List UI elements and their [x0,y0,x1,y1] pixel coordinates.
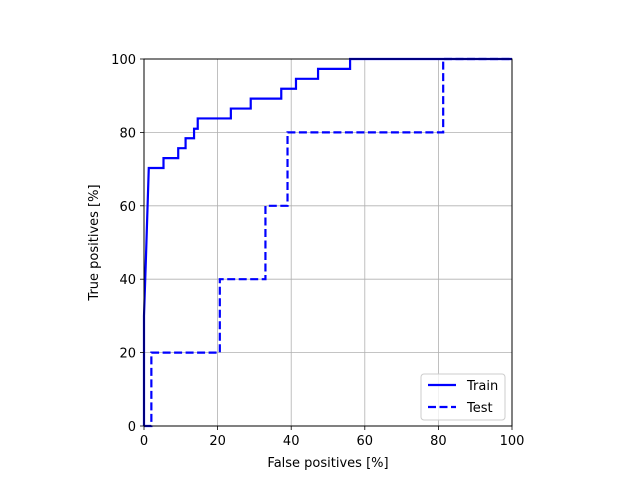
x-tick-label: 40 [283,434,300,449]
x-tick-label: 0 [140,434,148,449]
y-tick-label: 100 [111,53,136,68]
x-tick-label: 100 [500,434,525,449]
axis-ticks: 0 20 40 60 80 100 0 20 40 60 80 100 [111,53,524,449]
series-line-train [142,57,512,426]
y-tick-label: 60 [119,200,136,215]
y-tick-label: 20 [119,347,136,362]
x-tick-label: 60 [357,434,374,449]
x-axis-label: False positives [%] [267,456,388,471]
grid [143,58,513,427]
series-line-test [144,57,512,428]
y-tick-label: 80 [119,126,136,141]
x-tick-label: 80 [430,434,447,449]
y-axis-label: True positives [%] [87,184,102,301]
y-tick-label: 40 [119,273,136,288]
legend-label-test: Test [466,401,493,416]
plot-frame [143,58,513,427]
legend-label-train: Train [466,379,498,394]
y-tick-label: 0 [128,420,136,435]
legend: Train Test [420,373,506,421]
series-lines [142,57,512,428]
x-tick-label: 20 [209,434,226,449]
